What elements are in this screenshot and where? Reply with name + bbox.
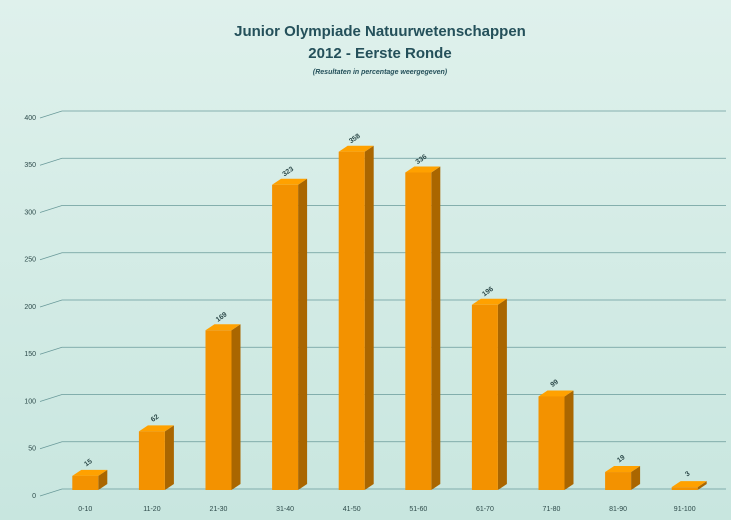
bar-top	[138, 425, 174, 432]
y-tick-label: 150	[24, 351, 36, 358]
x-tick-label: 11-20	[143, 506, 160, 513]
bar-top	[605, 466, 641, 473]
chart-subtitle: (Resultaten in percentage weergegeven)	[313, 69, 448, 76]
bar	[538, 396, 565, 490]
bar	[272, 184, 299, 490]
bar	[138, 431, 165, 490]
bar-side	[164, 425, 174, 490]
value-label: 19	[616, 454, 626, 464]
y-tick-label: 350	[24, 162, 36, 169]
x-tick-label: 21-30	[210, 506, 228, 513]
bar	[205, 330, 232, 490]
x-tick-label: 51-60	[409, 506, 427, 513]
grid-line	[39, 110, 726, 119]
value-label: 15	[83, 458, 93, 468]
y-tick-label: 100	[24, 398, 36, 405]
bar-top	[538, 390, 574, 397]
x-tick-label: 31-40	[276, 506, 294, 513]
bar-top	[72, 469, 108, 476]
grid-line	[39, 205, 726, 213]
bar-side	[98, 469, 108, 490]
bar	[605, 472, 632, 490]
bar-side	[564, 390, 574, 490]
bar	[671, 487, 698, 490]
bar-side	[497, 298, 507, 490]
grid-line	[39, 157, 726, 166]
bar-side	[431, 166, 441, 491]
value-label: 62	[150, 414, 160, 424]
y-tick-label: 50	[28, 446, 36, 453]
bar-top	[272, 178, 308, 185]
y-tick-label: 300	[24, 209, 36, 216]
grid-line	[39, 488, 726, 497]
x-tick-label: 71-80	[543, 506, 561, 513]
bar-top	[671, 481, 707, 488]
bar-top	[205, 324, 241, 331]
x-tick-label: 61-70	[476, 506, 494, 513]
bar-top	[405, 166, 441, 173]
x-tick-label: 81-90	[609, 506, 627, 513]
bar-side	[364, 145, 374, 490]
bar-side	[231, 324, 241, 490]
y-tick-label: 400	[24, 115, 36, 122]
bar	[338, 151, 365, 490]
y-tick-label: 0	[32, 493, 36, 500]
value-label: 99	[549, 379, 559, 389]
x-tick-label: 41-50	[343, 506, 361, 513]
bar	[405, 172, 432, 491]
bar-side	[631, 466, 641, 490]
grid-line	[39, 252, 726, 261]
bar-top	[471, 298, 507, 305]
chart-title-line-2: 2012 - Eerste Ronde	[308, 45, 451, 62]
bar-side	[697, 481, 707, 490]
bar	[471, 304, 498, 490]
x-tick-label: 91-100	[674, 506, 696, 513]
x-tick-label: 0-10	[78, 506, 92, 513]
chart-title: Junior Olympiade Natuurwetenschappen	[234, 23, 526, 40]
y-tick-label: 200	[24, 304, 36, 311]
value-label: 3	[684, 470, 691, 478]
bar-top	[338, 145, 374, 152]
bar	[72, 475, 99, 490]
y-tick-label: 250	[24, 257, 36, 264]
bar-side	[298, 178, 308, 490]
